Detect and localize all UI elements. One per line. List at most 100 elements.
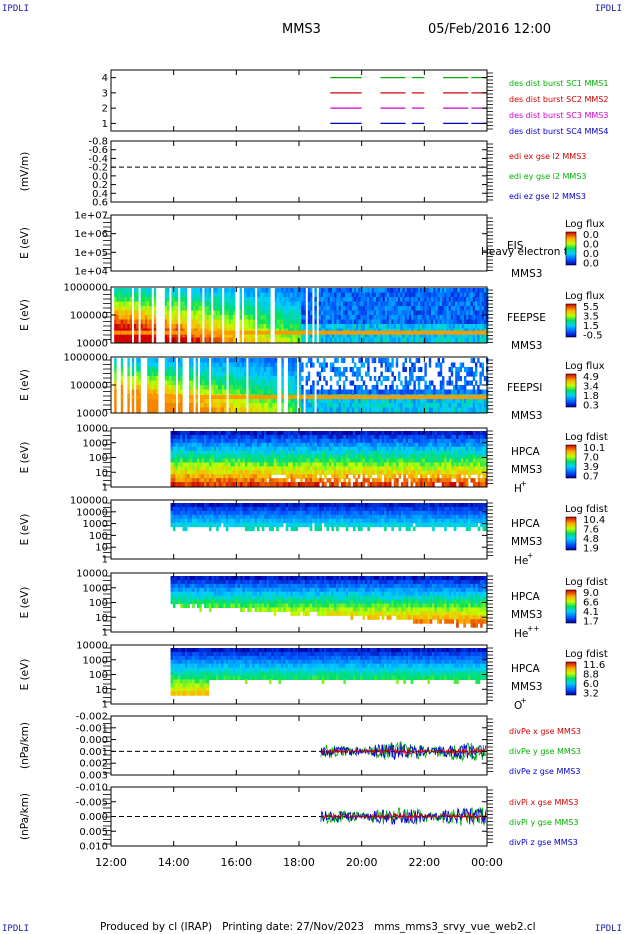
spectro-cell [233, 376, 236, 382]
spectro-cell [348, 458, 351, 464]
spectro-cell [316, 454, 320, 460]
spectro-cell [216, 431, 219, 436]
spectro-cell [149, 337, 152, 343]
spectro-band [268, 330, 271, 335]
spectro-cell [424, 301, 427, 307]
spectro-cell [167, 301, 170, 307]
spectro-cell [164, 288, 168, 294]
spectro-cell [218, 470, 222, 475]
spectro-cell [323, 367, 326, 373]
spectro-cell [180, 297, 183, 303]
spectro-cell [261, 310, 264, 316]
spectro-cell [351, 380, 355, 386]
spectro-cell [369, 458, 373, 464]
spectro-cell [358, 398, 361, 404]
spectro-cell [204, 362, 207, 368]
spectro-cell [266, 297, 269, 303]
spectro-cell [328, 434, 332, 440]
spectro-cell [319, 454, 322, 460]
spectro-cell [184, 446, 188, 452]
spectro-cell [381, 431, 385, 436]
spectro-cell [177, 474, 181, 479]
spectro-cell [189, 482, 193, 487]
spectro-cell [218, 431, 222, 436]
spectro-cell [325, 407, 328, 413]
spectro-cell [171, 337, 174, 343]
spectro-cell [259, 438, 262, 444]
spectro-cell [428, 306, 432, 312]
spectro-cell [285, 333, 289, 339]
spectro-cell [302, 462, 306, 467]
spectro-cell [329, 362, 333, 368]
spectro-cell [288, 380, 291, 386]
spectro-cell [327, 301, 330, 307]
spectro-cell [340, 462, 344, 467]
spectro-cell [259, 358, 262, 364]
spectro-cell [479, 398, 482, 404]
spectro-cell [285, 324, 289, 330]
corner-label-tl: IPDLI [2, 4, 30, 14]
spectro-band [389, 395, 392, 400]
spectro-cell [276, 431, 279, 436]
spectro-cell [365, 371, 368, 377]
y-axis-label-feepse: E (eV) [19, 299, 31, 331]
spectro-cell [233, 337, 236, 343]
spectro-band [435, 330, 438, 335]
spectro-band [477, 395, 480, 400]
spectro-cell [219, 358, 223, 364]
spectro-cell [192, 434, 195, 440]
spectro-cell [232, 450, 236, 456]
spectro-band [411, 395, 414, 400]
spectro-cell [477, 292, 480, 298]
spectro-cell [189, 389, 192, 395]
spectro-cell [224, 358, 227, 364]
spectro-cell [254, 446, 258, 452]
spectro-band [257, 395, 260, 400]
spectro-cell [389, 337, 392, 343]
spectro-cell [131, 380, 135, 386]
spectro-cell [413, 380, 416, 386]
spectro-cell [281, 385, 284, 391]
spectro-cell [294, 315, 297, 321]
spectro-cell [406, 315, 410, 321]
spectro-band [395, 330, 399, 335]
spectro-cell [213, 442, 217, 448]
spectro-cell [169, 407, 172, 413]
spectro-cell [177, 450, 181, 456]
spectro-cell [218, 450, 222, 456]
spectro-cell [192, 470, 195, 475]
spectro-cell [292, 358, 295, 364]
spectro-cell [285, 310, 289, 316]
spectro-cell [319, 438, 322, 444]
colorbar-tick-eis: 0.0 [583, 259, 599, 270]
spectro-cell [380, 403, 383, 409]
spectro-cell [230, 438, 234, 444]
spectro-cell [477, 389, 480, 395]
spectro-cell [290, 446, 294, 452]
spectro-cell [208, 466, 212, 471]
spectro-cell [461, 297, 465, 303]
spectro-cell [276, 482, 279, 487]
spectro-cell [217, 362, 220, 368]
spectro-band [393, 395, 396, 400]
spectro-cell [288, 288, 291, 294]
spectro-cell [351, 367, 355, 373]
spectro-cell [345, 454, 349, 460]
spectro-cell [248, 385, 251, 391]
spectro-cell [136, 301, 139, 307]
spectro-band [149, 330, 152, 335]
spectro-cell [362, 462, 366, 467]
spectro-cell [338, 315, 341, 321]
spectro-cell [219, 292, 223, 298]
spectro-cell [376, 297, 379, 303]
spectro-cell [206, 398, 209, 404]
spectro-cell [479, 315, 482, 321]
spectro-cell [197, 292, 201, 298]
spectro-cell [268, 470, 272, 475]
spectro-band [360, 395, 363, 400]
spectro-cell [351, 306, 355, 312]
spectro-cell [153, 407, 157, 413]
spectro-cell [321, 398, 324, 404]
spectro-cell [266, 407, 269, 413]
spectro-cell [138, 358, 141, 364]
